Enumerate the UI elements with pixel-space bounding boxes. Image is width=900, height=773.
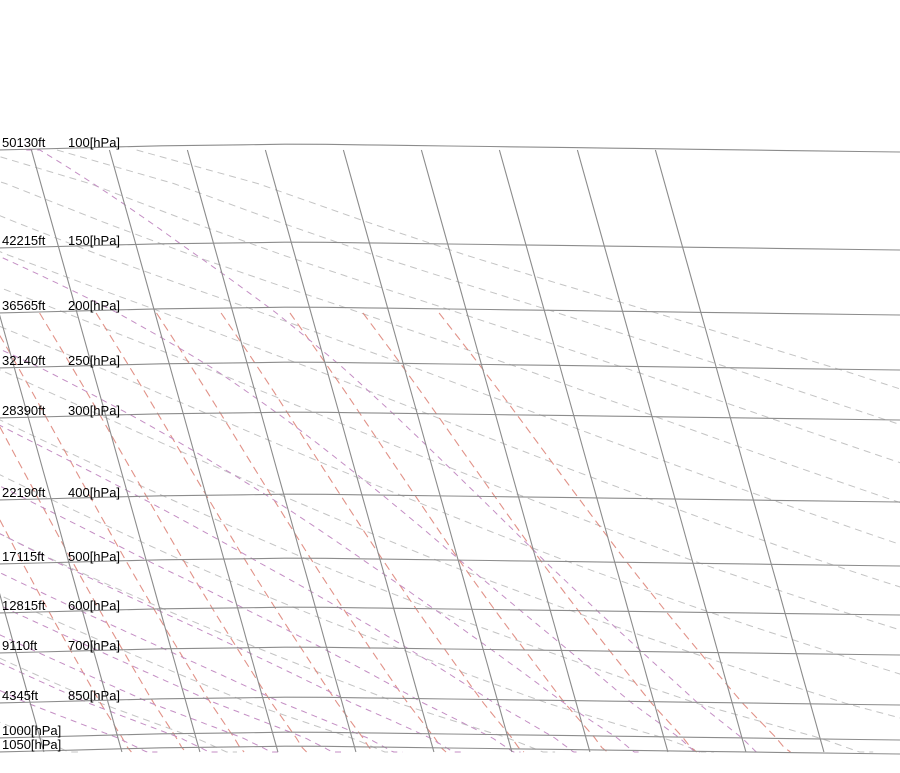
svg-text:700[hPa]: 700[hPa] bbox=[68, 638, 120, 653]
svg-text:36565ft: 36565ft bbox=[2, 298, 46, 313]
svg-text:1050[hPa]: 1050[hPa] bbox=[2, 737, 61, 752]
svg-text:42215ft: 42215ft bbox=[2, 233, 46, 248]
svg-text:500[hPa]: 500[hPa] bbox=[68, 549, 120, 564]
svg-text:17115ft: 17115ft bbox=[2, 549, 45, 564]
svg-text:22190ft: 22190ft bbox=[2, 485, 46, 500]
svg-text:200[hPa]: 200[hPa] bbox=[68, 298, 120, 313]
svg-text:9110ft: 9110ft bbox=[2, 638, 38, 653]
svg-text:4345ft: 4345ft bbox=[2, 688, 39, 703]
svg-text:300[hPa]: 300[hPa] bbox=[68, 403, 120, 418]
svg-text:28390ft: 28390ft bbox=[2, 403, 46, 418]
svg-text:12815ft: 12815ft bbox=[2, 598, 46, 613]
svg-text:400[hPa]: 400[hPa] bbox=[68, 485, 120, 500]
svg-text:100[hPa]: 100[hPa] bbox=[68, 135, 120, 150]
svg-text:150[hPa]: 150[hPa] bbox=[68, 233, 120, 248]
svg-text:50130ft: 50130ft bbox=[2, 135, 46, 150]
svg-text:1000[hPa]: 1000[hPa] bbox=[2, 723, 61, 738]
svg-text:250[hPa]: 250[hPa] bbox=[68, 353, 120, 368]
svg-text:32140ft: 32140ft bbox=[2, 353, 46, 368]
svg-text:850[hPa]: 850[hPa] bbox=[68, 688, 120, 703]
svg-text:600[hPa]: 600[hPa] bbox=[68, 598, 120, 613]
